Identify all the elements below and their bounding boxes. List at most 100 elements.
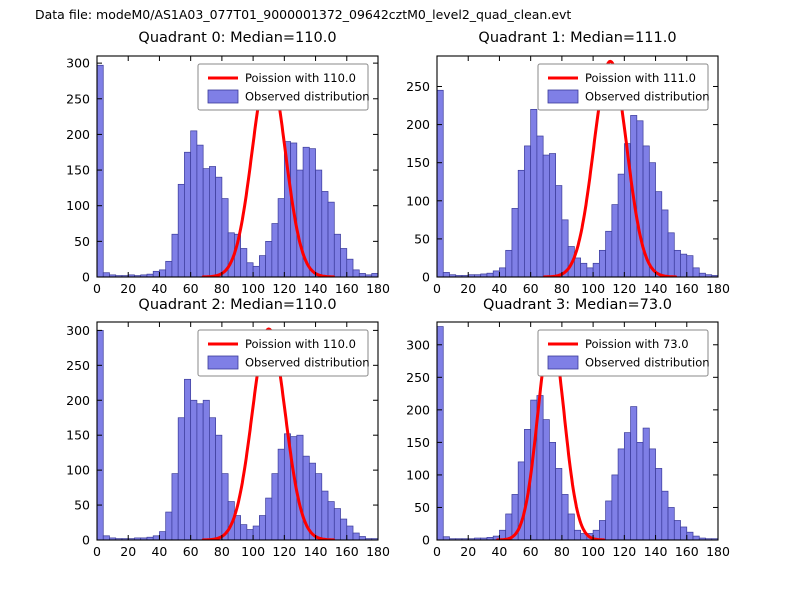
histogram-bar — [327, 501, 335, 540]
y-tick-label: 200 — [66, 127, 90, 142]
histogram-bar — [505, 249, 513, 277]
histogram-bar — [165, 260, 173, 277]
histogram-bar — [542, 154, 550, 277]
y-tick-label: 300 — [406, 337, 430, 352]
y-tick-label: 50 — [414, 500, 430, 515]
histogram-bar — [642, 427, 650, 540]
histogram-bar — [196, 144, 204, 277]
x-tick-label: 180 — [706, 281, 730, 296]
figure-title: Data file: modeM0/AS1A03_077T01_90000013… — [35, 7, 572, 22]
y-tick-label: 150 — [66, 428, 90, 443]
quadrant-1-plot: 0 20 40 60 80 100 120 140 160 180 0 50 100 150 200 250 P… — [406, 55, 730, 296]
legend-box — [537, 63, 709, 111]
histogram-bar — [648, 162, 656, 277]
quadrant-0-axes-frame — [96, 55, 379, 278]
histogram-bar — [184, 151, 192, 277]
y-tick-label: 250 — [406, 79, 430, 94]
legend-hist-label: Observed distribution — [245, 90, 370, 104]
histogram-bar — [599, 520, 606, 540]
histogram-bar — [442, 272, 450, 277]
histogram-bar — [333, 233, 341, 277]
quadrant-2-x-ticks: 0 20 40 60 80 100 120 140 160 180 — [93, 322, 390, 559]
x-tick-label: 40 — [151, 281, 167, 296]
quadrant-3-title: Quadrant 3: Median=73.0 — [483, 297, 672, 313]
quadrant-3-legend: Poission with 73.0 Observed distribution — [537, 329, 710, 377]
histogram-bar — [177, 417, 185, 540]
y-tick-label: 0 — [82, 533, 90, 548]
histogram-bar — [611, 204, 619, 277]
histogram-bar — [661, 209, 669, 277]
histogram-bar — [611, 474, 619, 540]
x-tick-label: 40 — [491, 281, 507, 296]
histogram-bar — [486, 272, 494, 277]
x-tick-label: 0 — [93, 281, 101, 296]
histogram-bar — [252, 525, 260, 540]
histogram-bar — [234, 515, 241, 540]
histogram-bar — [333, 508, 341, 540]
histogram-bar — [215, 434, 223, 540]
quadrant-1-poisson-curve — [543, 59, 678, 277]
y-tick-label: 150 — [406, 435, 430, 450]
x-tick-label: 180 — [366, 544, 390, 559]
histogram-bar — [605, 230, 613, 277]
histogram-bar — [499, 267, 507, 277]
histogram-bar — [209, 166, 216, 277]
y-tick-label: 250 — [406, 370, 430, 385]
x-tick-label: 120 — [272, 281, 296, 296]
histogram-bar — [259, 515, 266, 540]
histogram-bar — [177, 183, 185, 277]
histogram-bar — [340, 518, 348, 540]
y-tick-label: 250 — [66, 91, 90, 106]
quadrant-2-axes-frame — [96, 321, 379, 541]
histogram-bar — [686, 531, 694, 540]
histogram-bar — [209, 417, 216, 540]
histogram-bar — [698, 272, 706, 277]
histogram-bar — [190, 399, 198, 540]
histogram-bar — [549, 442, 556, 540]
histogram-bar — [321, 191, 329, 277]
histogram-bar — [680, 526, 688, 540]
x-tick-label: 140 — [644, 544, 668, 559]
x-tick-label: 140 — [304, 544, 328, 559]
histogram-bar — [636, 442, 644, 540]
y-tick-label: 300 — [66, 323, 90, 338]
y-tick-label: 100 — [66, 198, 90, 213]
histogram-bar — [240, 248, 248, 277]
y-tick-label: 150 — [66, 163, 90, 178]
x-tick-label: 100 — [241, 281, 265, 296]
x-tick-label: 40 — [491, 544, 507, 559]
histogram-bar — [673, 520, 681, 540]
histogram-bar — [159, 269, 167, 277]
histogram-bar — [592, 262, 600, 277]
histogram-bar — [296, 434, 304, 540]
histogram-bar — [623, 432, 631, 540]
legend-curve-label: Poission with 73.0 — [585, 337, 689, 351]
histogram-bar — [667, 507, 675, 540]
histogram-bar — [437, 89, 444, 277]
histogram-bar — [655, 468, 663, 540]
histogram-bar — [321, 490, 329, 540]
x-tick-label: 160 — [335, 281, 359, 296]
y-tick-label: 100 — [66, 463, 90, 478]
histogram-bar — [246, 529, 254, 540]
histogram-bar — [617, 448, 625, 540]
histogram-bar — [308, 148, 316, 277]
quadrant-3-x-ticks: 0 20 40 60 80 100 120 140 160 180 — [433, 322, 730, 559]
histogram-bar — [352, 532, 360, 540]
legend-box — [197, 63, 369, 111]
x-tick-label: 80 — [214, 281, 230, 296]
quadrant-2-title: Quadrant 2: Median=110.0 — [138, 297, 337, 313]
x-tick-label: 20 — [460, 544, 476, 559]
histogram-bar — [152, 535, 160, 540]
histogram-bar — [555, 185, 563, 277]
histogram-bar — [580, 262, 588, 277]
legend-hist-label: Observed distribution — [585, 90, 710, 104]
quadrant-0-title: Quadrant 0: Median=110.0 — [138, 30, 337, 46]
legend-curve-label: Poission with 110.0 — [245, 337, 356, 351]
histogram-bar — [561, 494, 569, 540]
legend-hist-sample — [207, 355, 239, 370]
x-tick-label: 100 — [241, 544, 265, 559]
histogram-bar — [686, 255, 694, 277]
x-tick-label: 120 — [612, 281, 636, 296]
